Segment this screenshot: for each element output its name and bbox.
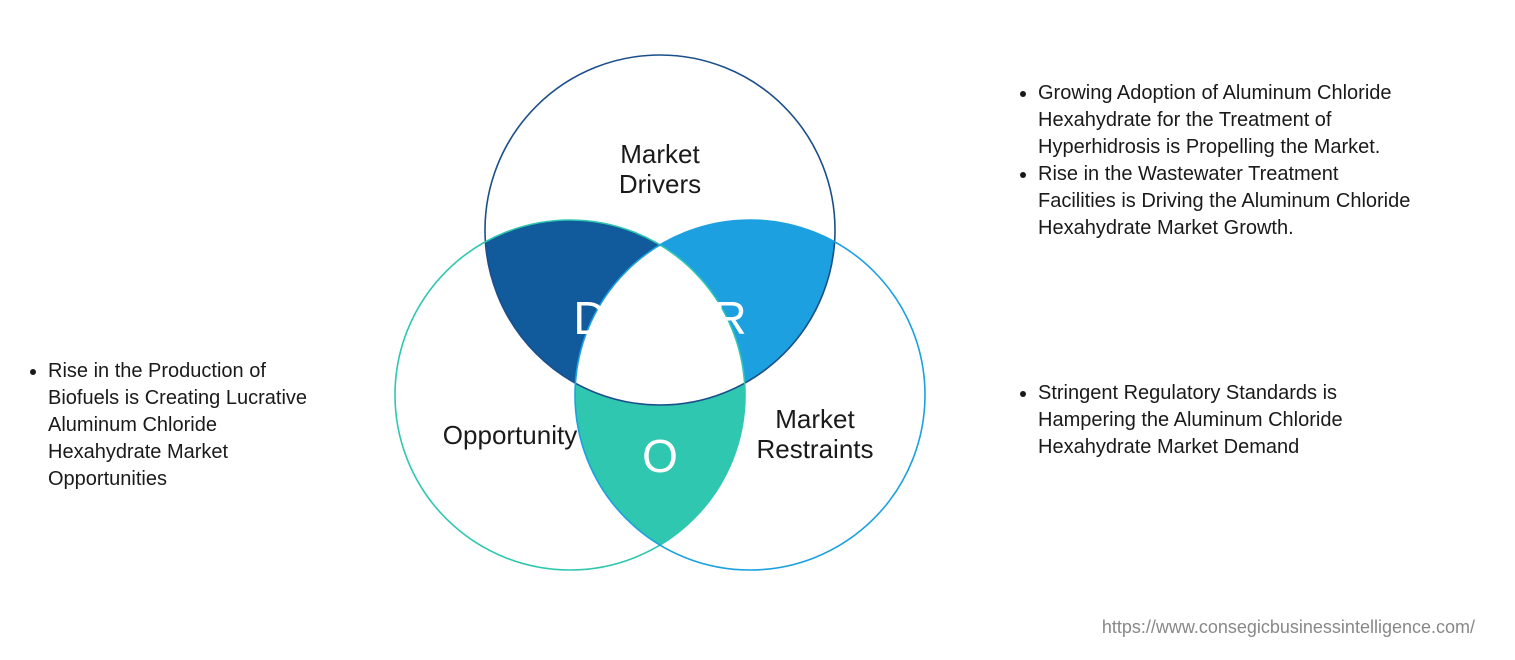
opportunity-bullet: Rise in the Production of Biofuels is Cr… — [48, 358, 328, 493]
source-url: https://www.consegicbusinessintelligence… — [1102, 617, 1475, 638]
venn-letter-d: D — [573, 292, 606, 344]
restraints-text-block: Stringent Regulatory Standards is Hamper… — [998, 360, 1418, 481]
venn-diagram: D R O MarketDrivers Opportunity MarketRe… — [360, 30, 960, 610]
venn-letter-r: R — [713, 292, 746, 344]
opportunity-text-block: Rise in the Production of Biofuels is Cr… — [28, 358, 328, 507]
restraints-bullet: Stringent Regulatory Standards is Hamper… — [1038, 380, 1418, 461]
drivers-text-block: Growing Adoption of Aluminum Chloride He… — [998, 60, 1418, 262]
venn-letter-o: O — [642, 430, 678, 482]
drivers-bullet: Rise in the Wastewater Treatment Facilit… — [1038, 161, 1418, 242]
drivers-bullet: Growing Adoption of Aluminum Chloride He… — [1038, 80, 1418, 161]
